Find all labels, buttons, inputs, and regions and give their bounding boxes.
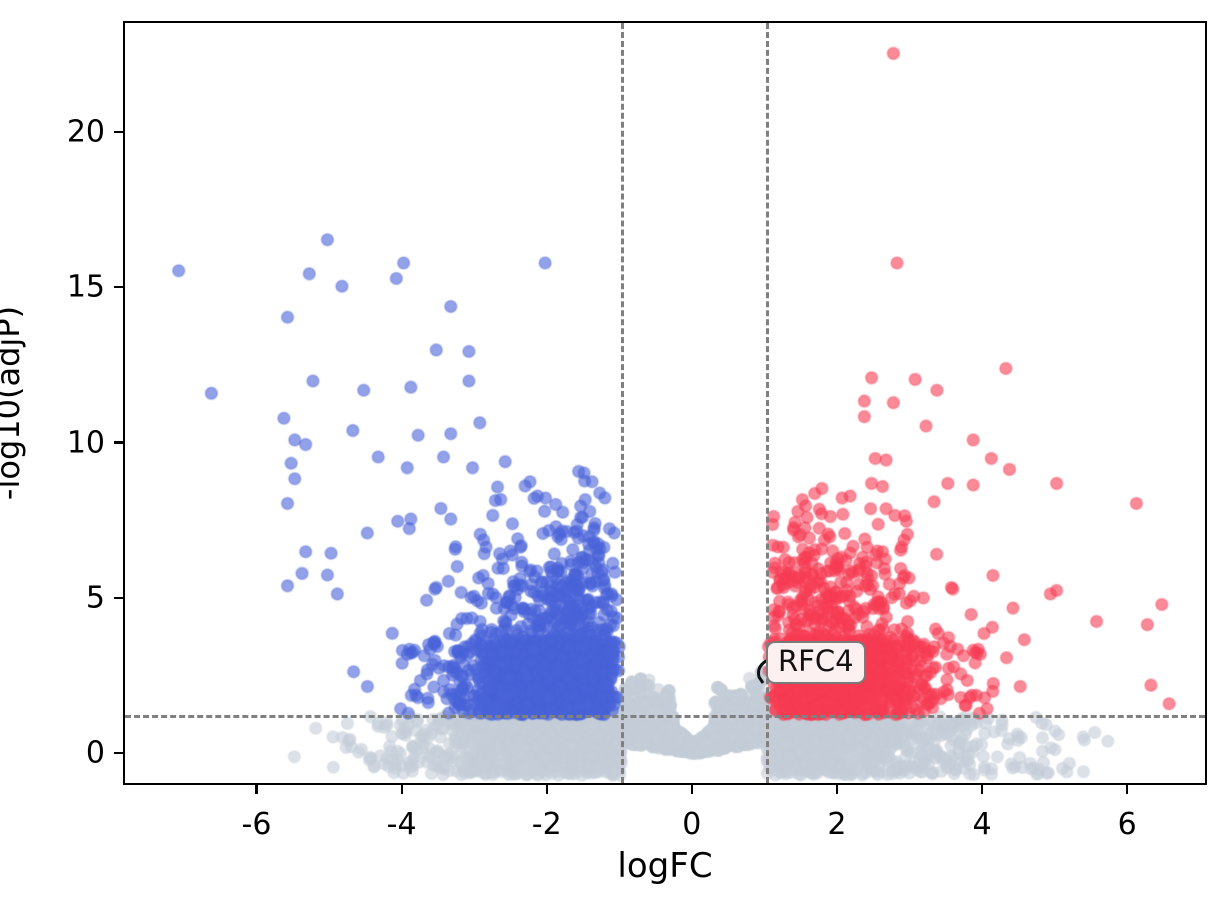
y-tick-label: 20 <box>66 114 105 150</box>
x-tick-mark <box>255 785 258 794</box>
gene-label-rfc4[interactable]: RFC4 <box>766 641 866 685</box>
y-tick-label: 0 <box>85 735 105 771</box>
x-tick-mark <box>400 785 403 794</box>
plot-area <box>123 21 1207 785</box>
x-tick-label: 4 <box>972 807 992 842</box>
y-tick-label: 15 <box>66 269 105 305</box>
x-axis-title: logFC <box>617 846 713 886</box>
y-tick-mark <box>114 441 123 444</box>
x-tick-label: -6 <box>241 807 272 842</box>
threshold-line-pvalue <box>125 714 1205 718</box>
x-tick-mark <box>980 785 984 794</box>
x-tick-mark <box>835 785 839 794</box>
x-tick-mark <box>545 785 548 794</box>
x-tick-label: 0 <box>682 807 702 842</box>
scatter-points-canvas <box>125 23 1205 783</box>
y-tick-mark <box>114 596 123 599</box>
x-tick-label: -2 <box>531 807 562 842</box>
x-tick-mark <box>1126 785 1129 794</box>
y-axis-title: -log10(adjP) <box>0 305 27 501</box>
x-tick-label: 2 <box>827 807 847 842</box>
threshold-line-logfc-positive <box>766 23 770 783</box>
x-tick-label: -4 <box>386 807 417 842</box>
y-tick-mark <box>114 286 123 289</box>
y-tick-label: 10 <box>66 425 105 461</box>
y-tick-mark <box>114 751 123 755</box>
x-tick-label: 6 <box>1117 807 1137 842</box>
x-tick-mark <box>690 785 693 794</box>
y-tick-mark <box>114 131 123 134</box>
y-tick-label: 5 <box>85 580 105 616</box>
threshold-line-logfc-negative <box>621 23 625 783</box>
